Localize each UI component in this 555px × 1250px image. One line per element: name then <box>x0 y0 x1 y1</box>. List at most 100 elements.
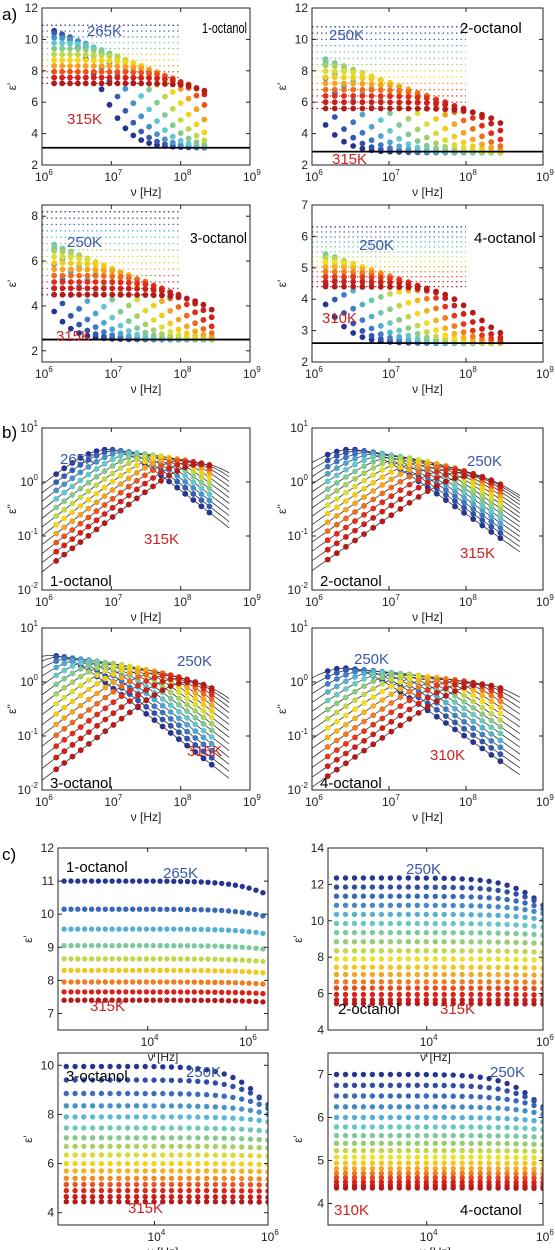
data-point <box>135 668 141 675</box>
data-point <box>396 902 402 908</box>
data-point <box>322 122 329 128</box>
data-point <box>414 1000 420 1007</box>
data-point <box>387 279 393 286</box>
data-point <box>370 731 377 738</box>
data-point <box>82 80 89 87</box>
data-point <box>479 692 486 699</box>
data-point <box>387 306 393 313</box>
data-point <box>72 1187 78 1194</box>
data-point <box>122 85 129 92</box>
data-point <box>368 313 375 320</box>
data-point <box>387 1185 394 1191</box>
data-point <box>51 253 58 260</box>
data-point <box>450 875 456 882</box>
data-point <box>162 93 168 100</box>
data-point <box>212 1175 219 1182</box>
data-point <box>396 288 403 295</box>
data-point <box>433 677 440 684</box>
data-point <box>253 980 259 987</box>
x-axis-label: ν [Hz] <box>412 185 443 199</box>
data-point <box>51 243 58 250</box>
plot-area <box>333 1071 543 1192</box>
data-point <box>221 1161 227 1167</box>
data-point <box>184 956 191 962</box>
data-point <box>151 1103 157 1109</box>
data-point <box>130 942 136 949</box>
data-point <box>75 956 81 962</box>
data-point <box>360 948 367 954</box>
y-tick-label: 6 <box>47 1157 54 1171</box>
data-point <box>333 1154 340 1160</box>
data-point <box>405 1170 411 1177</box>
data-point <box>225 968 232 974</box>
data-point <box>360 956 367 962</box>
data-point <box>146 86 153 93</box>
y-tick-label: 8 <box>31 209 38 223</box>
data-point <box>415 700 422 707</box>
x-tick-label: 108 <box>459 593 477 609</box>
data-point <box>162 127 168 133</box>
data-point <box>117 465 124 471</box>
data-point <box>513 898 519 904</box>
data-point <box>414 1154 420 1160</box>
data-point <box>160 1152 166 1158</box>
data-point <box>59 300 66 307</box>
data-point <box>126 698 133 704</box>
data-point <box>459 948 465 954</box>
x-tick-exponent: 9 <box>256 365 261 374</box>
x-tick-label: 108 <box>174 365 192 381</box>
data-point <box>477 1133 483 1139</box>
data-point <box>208 720 215 727</box>
data-point <box>351 1071 358 1078</box>
data-point <box>433 490 440 497</box>
data-point <box>186 1114 192 1120</box>
data-point <box>405 911 411 918</box>
y-tick-label: 4 <box>317 1023 324 1037</box>
data-point <box>331 63 338 70</box>
data-point <box>239 944 245 950</box>
data-point <box>164 997 170 1003</box>
data-point <box>405 284 412 291</box>
x-tick-exponent: 8 <box>472 593 477 602</box>
data-point <box>369 1082 376 1089</box>
data-point <box>441 1154 447 1160</box>
cold-temperature-label: 250K <box>177 653 212 670</box>
data-point <box>208 747 215 754</box>
data-point <box>405 985 411 991</box>
y-tick-label: 6 <box>301 95 308 109</box>
data-point <box>488 724 495 731</box>
data-point <box>378 1082 385 1089</box>
data-point <box>504 964 510 971</box>
data-point <box>324 463 331 470</box>
data-point <box>488 717 495 724</box>
data-point <box>143 667 150 674</box>
data-point <box>88 997 95 1003</box>
data-point <box>396 979 402 985</box>
data-point <box>260 958 266 965</box>
y-tick-exponent: -1 <box>31 527 39 536</box>
data-point <box>414 884 420 890</box>
data-point <box>388 476 395 483</box>
data-point <box>225 956 232 963</box>
data-point <box>477 1166 483 1172</box>
data-point <box>92 261 99 268</box>
data-point <box>90 68 97 75</box>
data-point <box>200 326 207 332</box>
data-point <box>61 675 68 682</box>
data-point <box>488 115 495 122</box>
data-point <box>130 989 136 995</box>
data-point <box>118 693 125 700</box>
data-point <box>406 716 413 722</box>
data-point <box>333 893 340 899</box>
data-point <box>106 69 113 75</box>
data-point <box>98 1135 105 1141</box>
data-point <box>167 722 174 729</box>
data-point <box>378 893 385 899</box>
data-point <box>488 513 495 520</box>
data-point <box>133 1103 140 1109</box>
x-axis-label: ν [Hz] <box>148 1050 179 1064</box>
data-point <box>495 1095 501 1102</box>
data-point <box>61 667 68 674</box>
